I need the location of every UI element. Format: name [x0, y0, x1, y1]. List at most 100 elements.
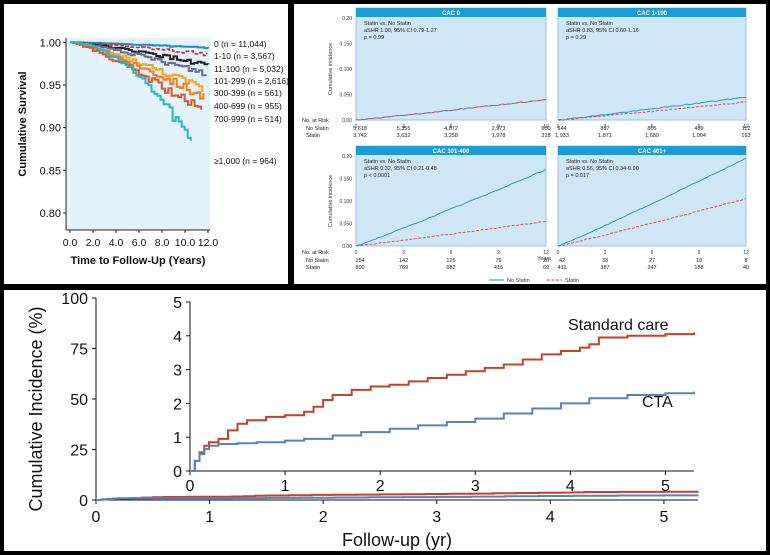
x-axis-label: Years [537, 256, 551, 262]
stat-line: aSHR 1.00, 95% CI 0.79-1.27 [364, 28, 437, 34]
y-tick-label: 100 [61, 291, 88, 308]
subgroup-title-bar [356, 146, 546, 155]
subgroup-plot-background [355, 7, 547, 121]
inset-x-tick-label: 0 [186, 478, 195, 495]
risk-count: 2,973 [492, 126, 506, 132]
stat-line: p = 0.017 [566, 173, 589, 179]
risk-count: 8 [744, 258, 747, 264]
statin-line [355, 98, 547, 121]
x-tick-label: 0 [557, 250, 560, 256]
statin-line [557, 101, 747, 121]
risk-count: 33 [602, 258, 608, 264]
series-label-standard-care: Standard care [568, 317, 669, 334]
x-tick-label: 9 [497, 250, 500, 256]
risk-count: 1,871 [598, 133, 612, 139]
survival-chart: 1.000.950.900.850.800.0 2.0 4.0 6.0 8.0 10.0 1… [17, 37, 288, 267]
x-tick-label: 12 [743, 250, 749, 256]
x-tick-label: 12 [743, 124, 749, 130]
risk-count: 499 [694, 126, 703, 132]
risk-count: 18 [696, 258, 702, 264]
x-tick-label: 3 [402, 124, 405, 130]
subgroup-title: CAC 0 [442, 11, 461, 17]
x-tick-label: 0 [355, 124, 358, 130]
no-statin-line [355, 169, 547, 247]
risk-row-label: No Statin [306, 258, 329, 264]
legend-no-statin: No Statin [507, 278, 530, 284]
risk-count: 387 [600, 265, 609, 271]
stat-line: Statin vs. No Statin [364, 159, 411, 165]
x-tick-label: 12.0 [198, 237, 219, 249]
stat-line: p < 0.0001 [364, 173, 390, 179]
risk-count: 897 [600, 126, 609, 132]
x-tick-label: 1 [205, 509, 214, 526]
legend-statin: Statin [565, 278, 579, 284]
inset-x-tick-label: 2 [376, 478, 385, 495]
no-statin-line [557, 157, 747, 247]
x-axis-label: Time to Follow-Up (Years) [71, 255, 206, 267]
risk-count: 3,742 [353, 133, 367, 139]
y-tick-label: 1.00 [40, 37, 61, 49]
risk-count: 112 [742, 126, 751, 132]
x-tick-label: 3 [604, 124, 607, 130]
x-tick-label: 3 [604, 250, 607, 256]
x-tick-label: 0 [355, 250, 358, 256]
y-tick-label: 25 [70, 443, 88, 460]
stat-line: Statin vs. No Statin [364, 21, 411, 27]
cumulative-incidence-panel: 0 25 50 75 100 0 1 2 3 4 5 Follow-up (yr) Cumulative… [4, 290, 766, 551]
x-tick-label: 12 [543, 250, 549, 256]
risk-count: 5,355 [397, 126, 411, 132]
risk-count: 188 [694, 265, 703, 271]
inset-y-tick-label: 4 [173, 329, 182, 346]
stat-line: Statin vs. No Statin [566, 159, 613, 165]
statin-line [557, 197, 747, 247]
subgroup-title: CAC 1-100 [637, 11, 668, 17]
risk-count: 411 [558, 265, 567, 271]
x-tick-label: 4 [546, 509, 555, 526]
inset-y-tick-label: 1 [173, 430, 182, 447]
risk-count: 944 [557, 126, 566, 132]
stat-line: p = 0.99 [364, 35, 384, 41]
risk-count: 416 [494, 265, 503, 271]
y-tick-label: 0.150 [339, 42, 352, 48]
risk-count: 1,933 [555, 133, 569, 139]
survival-series-line [70, 41, 208, 57]
y-axis-label: Cumulative Survival [17, 71, 29, 176]
survival-series-line [70, 41, 203, 110]
risk-count: 79 [495, 258, 501, 264]
risk-count: 1,004 [692, 133, 706, 139]
risk-count: 126 [446, 258, 455, 264]
legend-label: 300-399 (n = 561) [214, 88, 282, 98]
y-tick-label: 0.050 [339, 222, 352, 228]
risk-count: 769 [399, 265, 408, 271]
legend-label: 700-999 (n = 514) [214, 114, 282, 124]
risk-count: 20 [543, 258, 549, 264]
inset-x-tick-label: 3 [471, 478, 480, 495]
x-tick-label: 0 [92, 509, 101, 526]
legend-label: 0 (n = 11,044) [214, 39, 267, 49]
subgroup-title-bar [558, 146, 746, 155]
y-tick-label: 0.95 [40, 80, 61, 92]
x-tick-label: 4.0 [109, 237, 124, 249]
x-tick-label: 0 [557, 124, 560, 130]
x-tick-label: 6 [450, 250, 453, 256]
inset-y-tick-label: 2 [173, 396, 182, 413]
risk-count: 805 [647, 126, 656, 132]
risk-count: 3,632 [397, 133, 411, 139]
y-tick-label: 0.100 [339, 67, 352, 73]
risk-count: 600 [541, 126, 550, 132]
y-axis-label: Cumulative incidence [328, 175, 334, 227]
y-axis-label: Cumulative incidence [328, 43, 334, 95]
x-tick-label: 8.0 [155, 237, 170, 249]
x-tick-label: 6 [651, 250, 654, 256]
risk-count: 1,978 [492, 133, 506, 139]
y-tick-label: 0.20 [342, 154, 352, 160]
risk-row-label: Statin [306, 133, 320, 139]
y-tick-label: 0.80 [40, 208, 61, 220]
stat-line: aSHR 0.56, 95% CI 0.34-0.90 [566, 166, 639, 172]
risk-count: 40 [743, 265, 749, 271]
risk-row-label: Statin [306, 265, 320, 271]
subgroup-plot-background [557, 145, 747, 247]
statin-line [356, 220, 547, 247]
